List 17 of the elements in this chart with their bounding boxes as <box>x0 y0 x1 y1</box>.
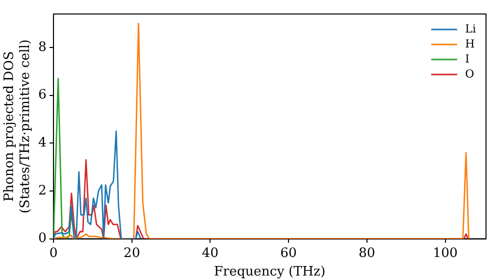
x-tick-label: 0 <box>49 246 58 261</box>
x-tick-label: 60 <box>280 246 297 261</box>
x-axis-title: Frequency (THz) <box>214 264 326 280</box>
x-tick-label: 20 <box>124 246 140 261</box>
y-tick-label: 2 <box>38 183 46 198</box>
legend-label: H <box>465 37 475 50</box>
legend-label: Li <box>465 22 476 36</box>
y-tick-label: 6 <box>38 88 46 103</box>
y-tick-label: 4 <box>38 136 46 151</box>
x-tick-label: 40 <box>202 246 218 261</box>
y-tick-label: 0 <box>38 231 46 246</box>
y-axis-title: Phonon projected DOS (States/THz·primitive cell) <box>2 39 33 214</box>
y-tick-label: 8 <box>38 40 46 55</box>
legend-label: O <box>465 67 474 80</box>
x-tick-label: 80 <box>358 246 376 261</box>
x-tick-label: 100 <box>432 246 458 261</box>
legend-label: I <box>465 52 470 66</box>
